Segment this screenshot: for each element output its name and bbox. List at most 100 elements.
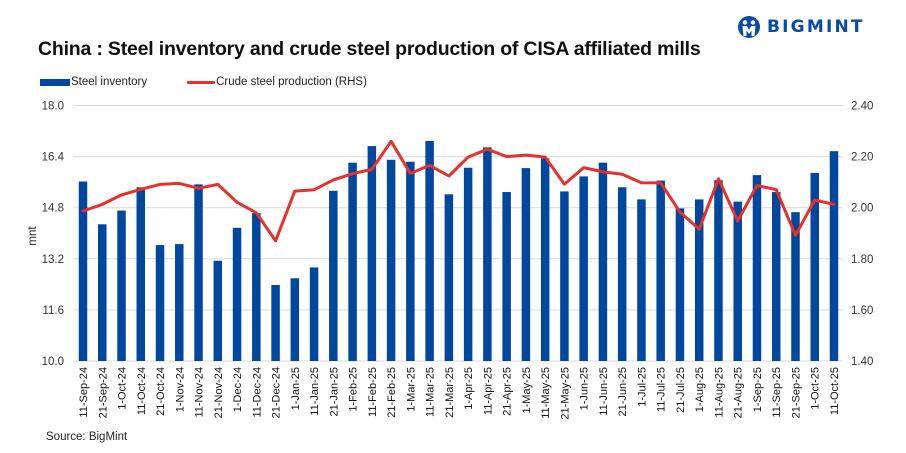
y-tick-label: 10.0 (42, 356, 64, 368)
bar (290, 278, 300, 361)
bar (406, 161, 415, 361)
right-axis-ticks: 1.40 1.60 1.80 2.00 2.20 2.40 (851, 101, 873, 369)
x-tick-label: 11-Sep-24 (78, 367, 90, 418)
x-tick-label: 1-Oct-24 (117, 367, 129, 410)
bar (502, 192, 511, 361)
x-tick-label: 21-Dec-24 (271, 367, 283, 418)
bar (78, 181, 88, 361)
y2-tick-label: 1.60 (851, 305, 873, 317)
x-tick-label: 21-Sep-24 (97, 367, 109, 418)
bar (810, 172, 819, 361)
legend-swatch-line (187, 80, 216, 84)
x-tick-label: 21-Jun-25 (617, 367, 629, 417)
x-tick-label: 11-May-25 (540, 367, 552, 419)
bar (521, 168, 531, 361)
bar (560, 191, 569, 361)
bar (155, 245, 165, 361)
bar (829, 151, 839, 361)
bar (598, 162, 608, 361)
bar (136, 187, 146, 361)
bar (386, 159, 396, 361)
bar (367, 146, 377, 361)
legend-swatch-bar (40, 78, 70, 86)
x-tick-label: 21-Jan-25 (328, 367, 340, 417)
x-tick-label: 21-Jul-25 (675, 367, 687, 413)
gridlines (73, 105, 843, 362)
source-note: Source: BigMint (46, 431, 128, 443)
bar (694, 199, 704, 361)
y-tick-label: 16.4 (42, 152, 65, 164)
x-tick-label: 1-Sep-25 (752, 367, 764, 412)
chart-title: China : Steel inventory and crude steel … (38, 38, 701, 60)
y2-tick-label: 2.20 (851, 152, 873, 164)
x-tick-label: 11-Mar-25 (425, 367, 437, 417)
bar (483, 147, 492, 361)
x-tick-label: 11-Jan-25 (309, 367, 321, 416)
x-tick-label: 1-Dec-24 (232, 367, 244, 412)
x-tick-label: 21-Nov-24 (213, 367, 225, 418)
chart-legend: Steel inventory Crude steel production (… (40, 76, 407, 88)
x-tick-label: 1-Nov-24 (174, 367, 186, 412)
x-tick-label: 11-Nov-24 (194, 367, 206, 418)
bar (98, 224, 107, 361)
bar (213, 260, 223, 361)
bar (252, 213, 261, 361)
bar (675, 208, 685, 361)
x-tick-label: 21-Apr-25 (502, 367, 514, 416)
x-tick-label: 11-Jul-25 (656, 367, 668, 412)
bar (656, 180, 665, 361)
x-tick-label: 21-Oct-24 (155, 367, 167, 416)
line-crude-steel-production (81, 139, 836, 243)
x-tick-label: 1-Mar-25 (405, 367, 417, 412)
bar (617, 187, 627, 361)
bar (194, 184, 203, 361)
bar (329, 190, 338, 361)
y2-tick-label: 1.80 (851, 254, 873, 266)
brand-logo: BIGMINT (737, 14, 865, 40)
y2-tick-label: 2.40 (851, 101, 873, 113)
x-tick-label: 1-Aug-25 (694, 367, 706, 412)
y-tick-label: 11.6 (42, 305, 64, 317)
bar (752, 175, 762, 361)
brand-name: BIGMINT (767, 17, 865, 37)
bar (117, 210, 126, 361)
x-tick-label: 1-Oct-25 (810, 367, 822, 410)
bar (348, 162, 357, 361)
bar (540, 158, 550, 361)
x-tick-label: 11-Feb-25 (367, 367, 379, 417)
x-tick-label: 21-May-25 (559, 367, 571, 420)
x-tick-label: 1-Jan-25 (290, 367, 302, 410)
bar (425, 140, 434, 361)
left-axis-ticks: 10.0 11.6 13.2 14.8 16.4 18.0 (42, 101, 65, 369)
y2-tick-label: 1.40 (851, 356, 873, 368)
y2-tick-label: 2.00 (851, 203, 873, 215)
y-axis-label: mnt (27, 226, 39, 246)
bar (309, 267, 319, 361)
x-tick-label: 11-Oct-25 (829, 367, 841, 415)
line-series (81, 139, 836, 243)
x-tick-label: 21-Mar-25 (444, 367, 456, 418)
bar (579, 176, 588, 361)
x-axis-ticks: 11-Sep-24 21-Sep-24 1-Oct-24 11-Oct-24 21-Oc… (78, 367, 841, 420)
y-tick-label: 18.0 (42, 101, 64, 113)
legend-label: Steel inventory (71, 76, 148, 88)
x-tick-label: 11-Oct-24 (136, 367, 148, 415)
bar (175, 244, 184, 361)
bigmint-logo-icon (738, 16, 760, 38)
x-tick-label: 1-Jun-25 (579, 367, 591, 410)
x-tick-label: 1-Jul-25 (636, 367, 648, 407)
y-tick-label: 13.2 (42, 254, 64, 266)
x-tick-label: 21-Sep-25 (790, 367, 802, 418)
x-tick-label: 11-Dec-24 (251, 367, 263, 418)
legend-item-crude-steel-production: Crude steel production (RHS) (187, 76, 367, 88)
x-tick-label: 21-Aug-25 (733, 367, 745, 418)
legend-item-steel-inventory: Steel inventory (40, 76, 147, 88)
x-tick-label: 1-Feb-25 (348, 367, 360, 412)
bar (791, 212, 800, 361)
y-tick-label: 14.8 (42, 203, 64, 215)
x-tick-label: 11-Apr-25 (482, 367, 494, 415)
x-tick-label: 1-May-25 (521, 367, 533, 413)
bar (637, 199, 646, 361)
bar-series (78, 140, 839, 361)
